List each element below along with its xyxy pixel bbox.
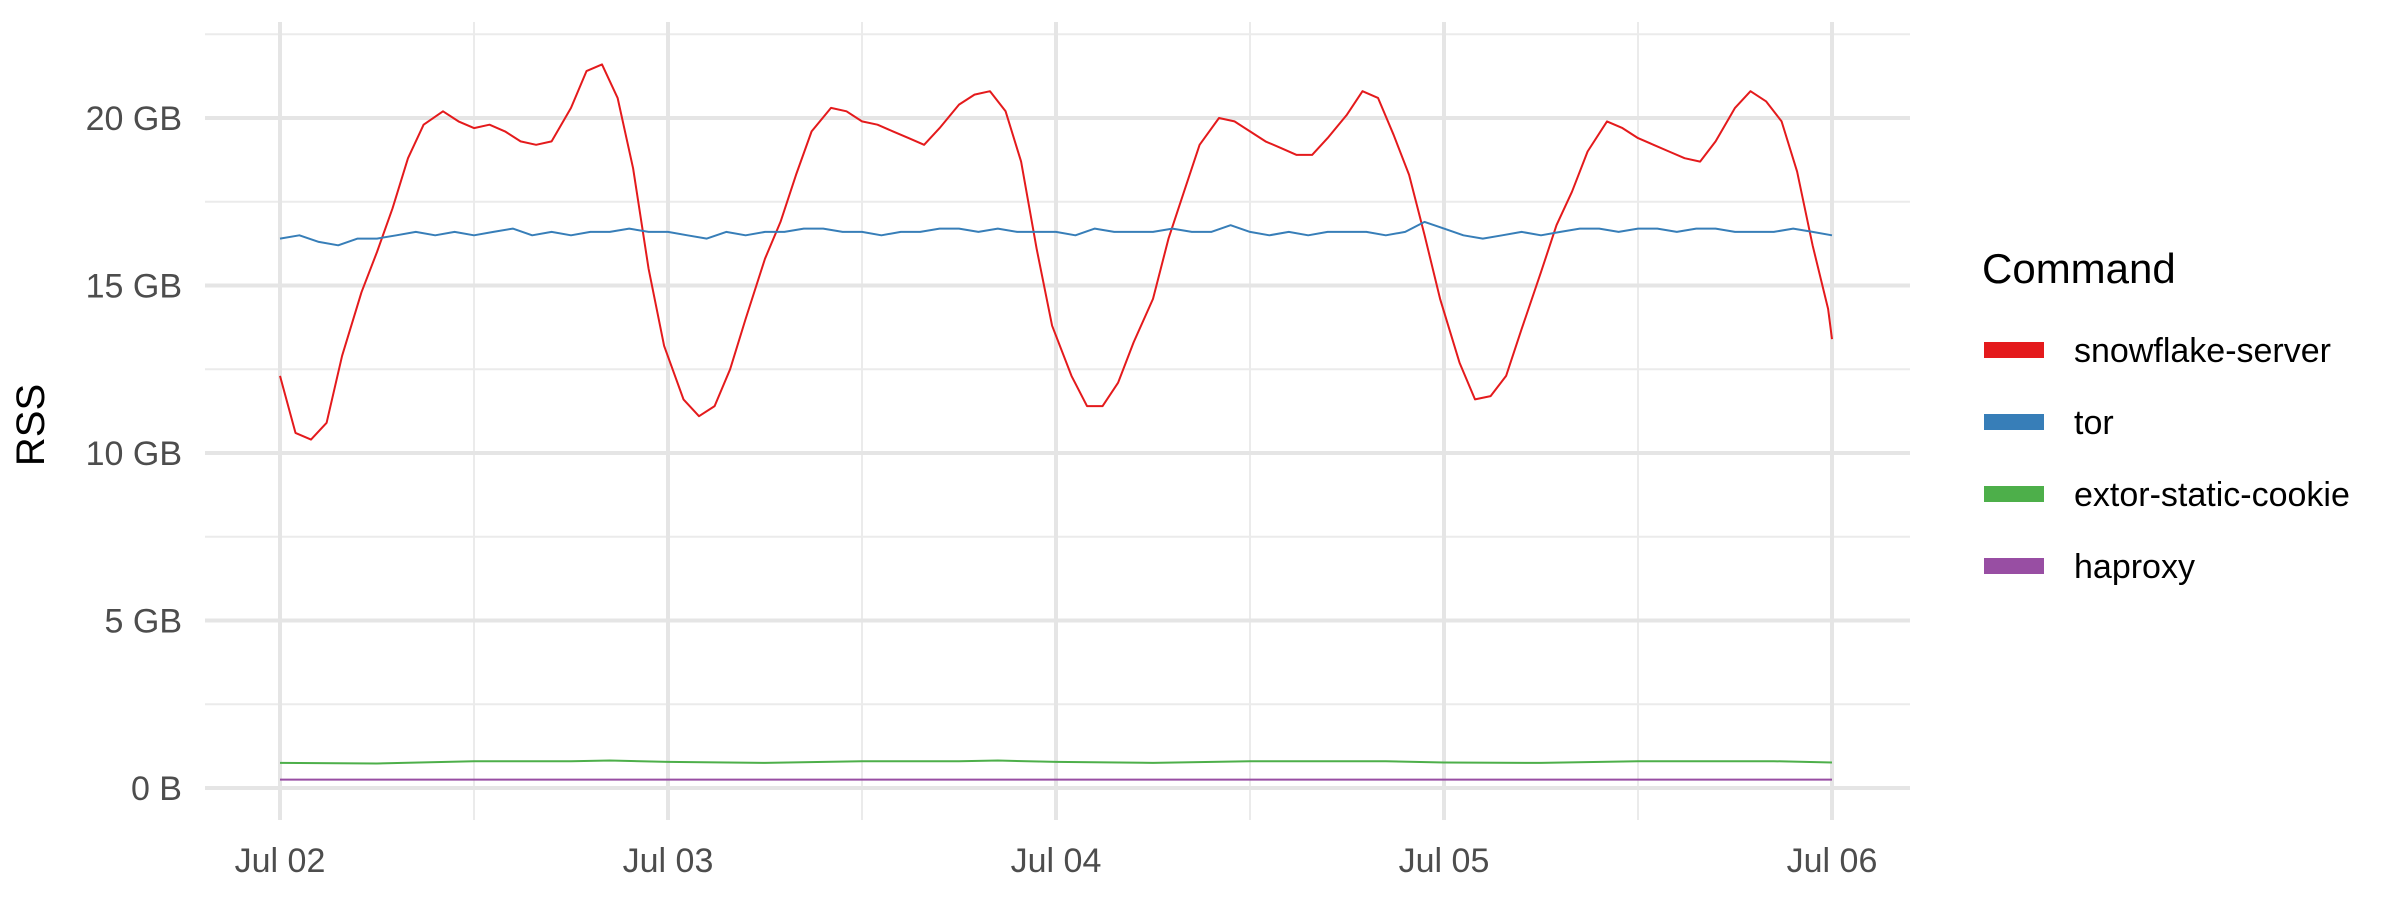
- legend: Command snowflake-server tor extor-static-…: [1982, 245, 2350, 586]
- legend-key: [1984, 486, 2044, 502]
- legend-label: snowflake-server: [2074, 332, 2331, 370]
- legend-label: extor-static-cookie: [2074, 476, 2350, 514]
- y-tick-label: 5 GB: [105, 603, 182, 641]
- series-line-extor-static-cookie: [279, 759, 1833, 765]
- legend-title: Command: [1982, 245, 2176, 292]
- legend-items: snowflake-server tor extor-static-cookie ha…: [1984, 332, 2350, 586]
- series-line-snowflake-server: [279, 63, 1833, 441]
- grid-layer: [205, 22, 1910, 820]
- axis-layer: 0 B 5 GB 10 GB 15 GB 20 GB Jul 02 Jul 03 Jul 04…: [86, 100, 1878, 880]
- y-tick-label: 20 GB: [86, 100, 182, 138]
- legend-key: [1984, 558, 2044, 574]
- legend-key: [1984, 342, 2044, 358]
- x-tick-label: Jul 05: [1399, 842, 1490, 880]
- x-tick-label: Jul 03: [623, 842, 714, 880]
- series-line-tor: [279, 220, 1833, 247]
- legend-label: tor: [2074, 404, 2114, 442]
- legend-key: [1984, 414, 2044, 430]
- y-tick-label: 0 B: [131, 770, 182, 808]
- series-layer: [279, 63, 1833, 781]
- y-tick-label: 10 GB: [86, 435, 182, 473]
- y-axis-title: RSS: [9, 384, 53, 466]
- legend-label: haproxy: [2074, 548, 2195, 586]
- x-tick-label: Jul 04: [1011, 842, 1102, 880]
- x-tick-label: Jul 06: [1787, 842, 1878, 880]
- y-tick-label: 15 GB: [86, 268, 182, 306]
- x-tick-label: Jul 02: [235, 842, 326, 880]
